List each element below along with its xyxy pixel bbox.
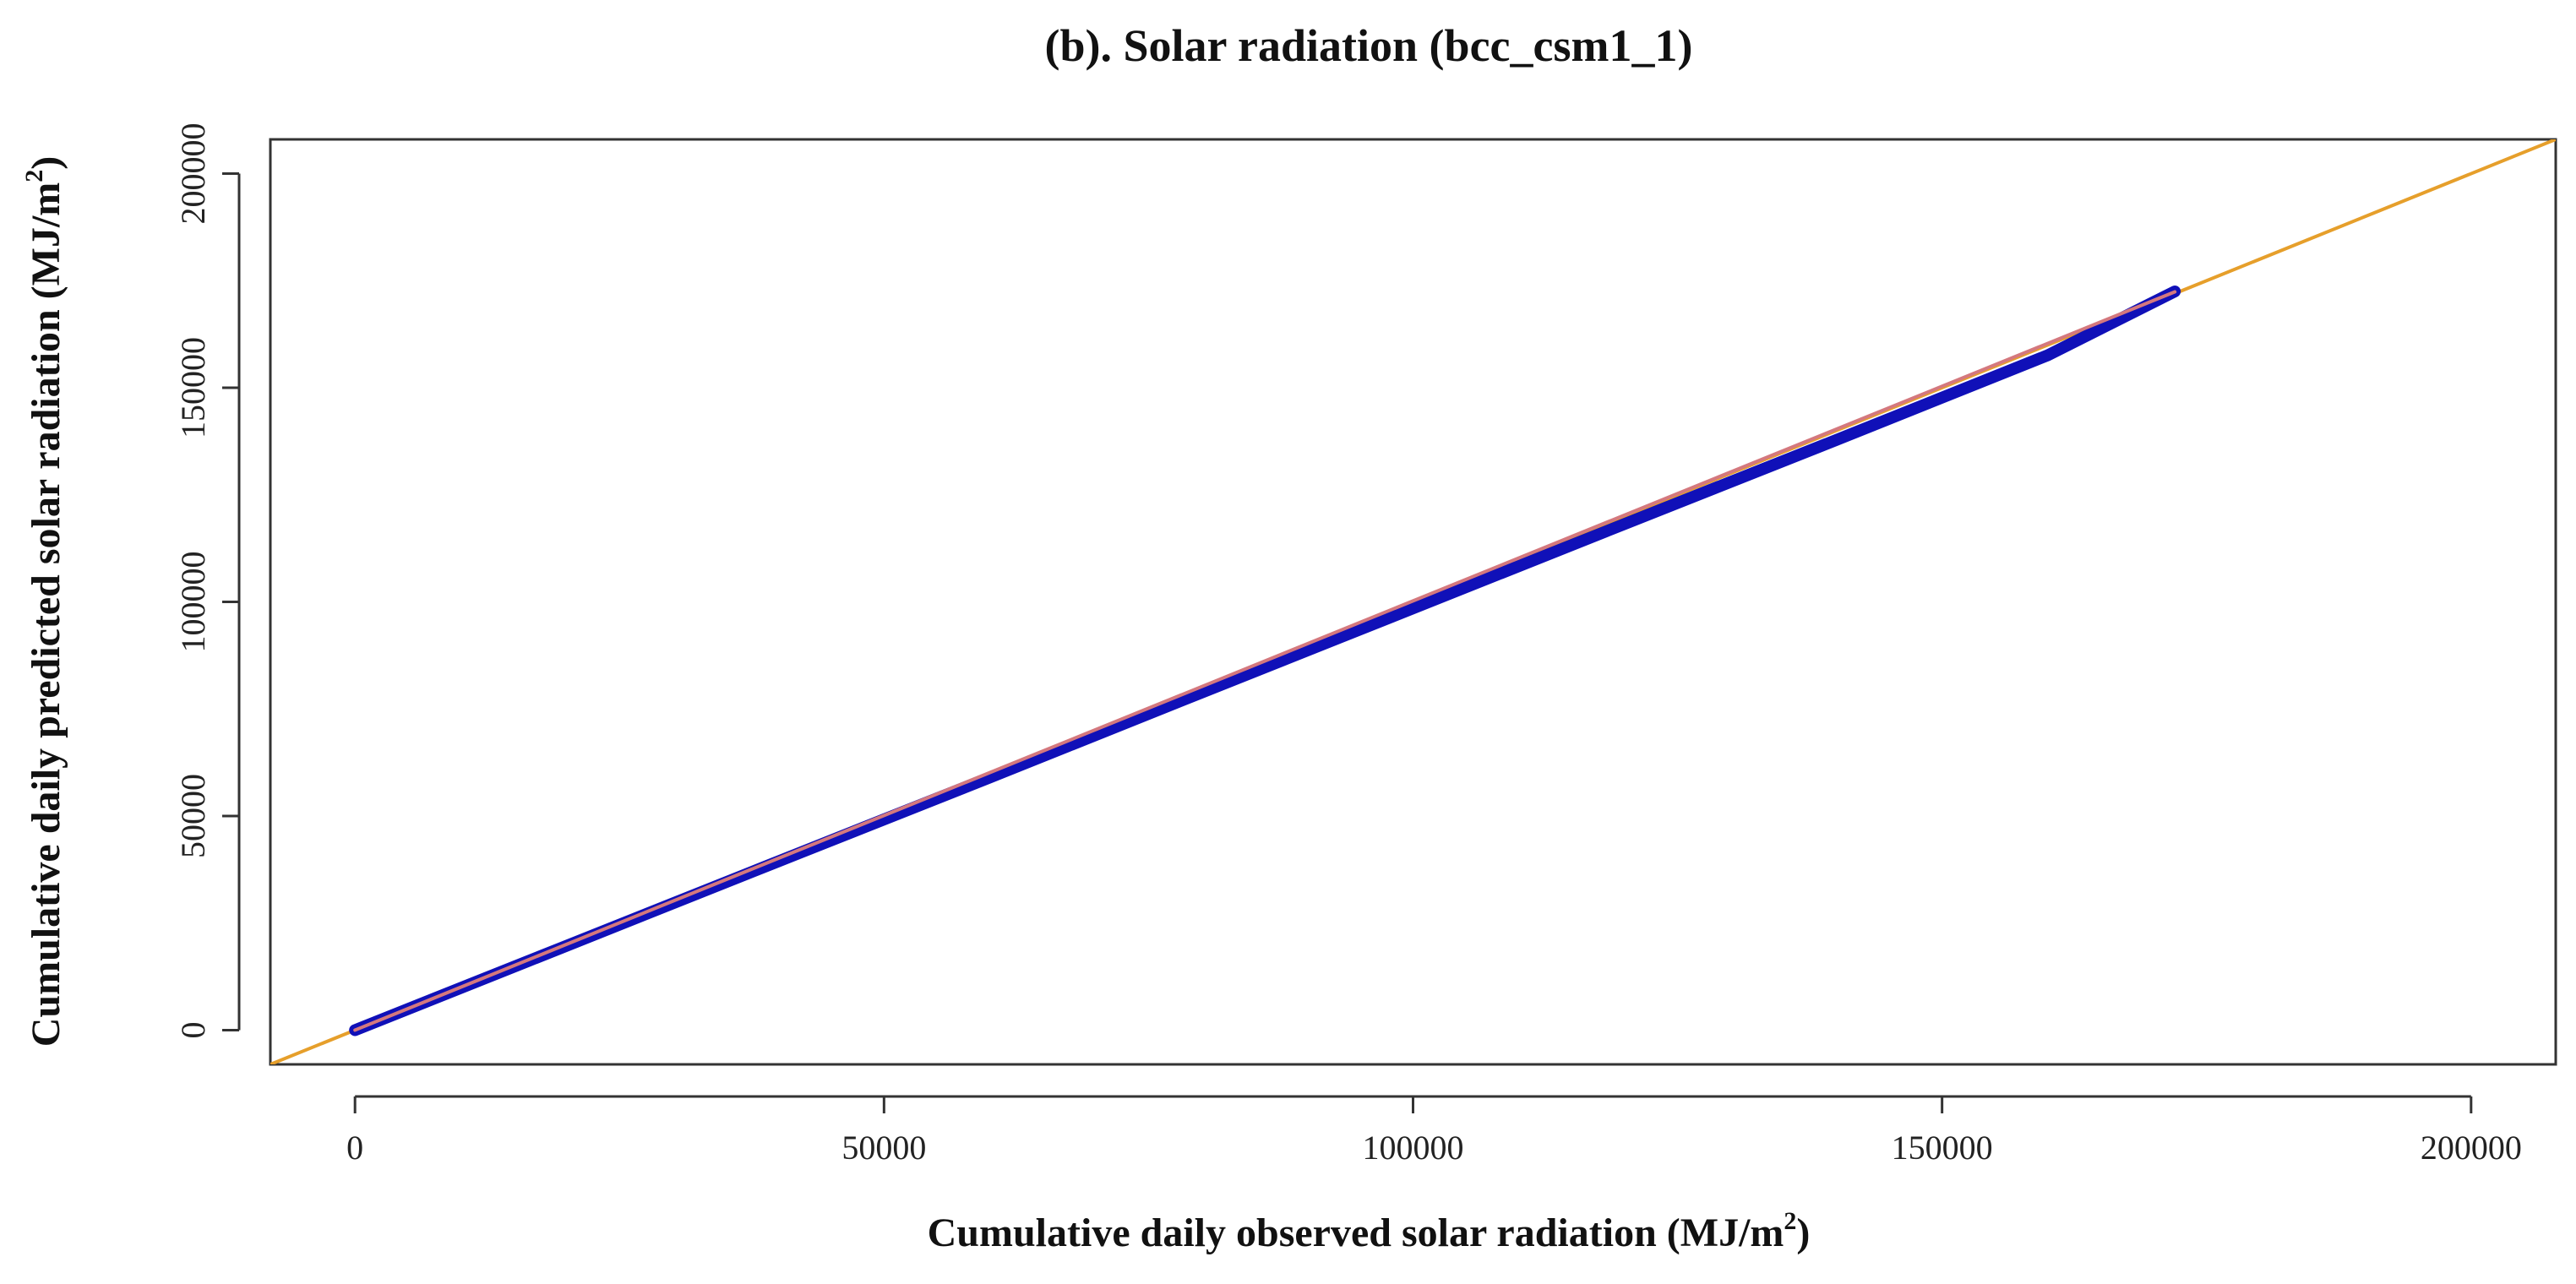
x-tick-label: 100000 <box>1363 1129 1464 1167</box>
y-axis-title: Cumulative daily predicted solar radiati… <box>20 156 68 1047</box>
fitted-line <box>353 290 2177 1032</box>
y-tick-label: 0 <box>174 1021 212 1038</box>
plot-area <box>270 139 2556 1064</box>
x-tick-label: 200000 <box>2421 1129 2522 1167</box>
y-tick-label: 50000 <box>174 774 212 858</box>
y-axis: 0 50000 100000 150000 200000 <box>174 123 241 1038</box>
x-tick-label: 50000 <box>841 1129 926 1167</box>
plot-frame <box>269 138 2557 1066</box>
x-axis-title: Cumulative daily observed solar radiatio… <box>928 1207 1811 1255</box>
x-axis: 0 50000 100000 150000 200000 <box>346 1095 2522 1167</box>
observed-vs-predicted-series <box>349 285 2181 1036</box>
y-tick-label: 150000 <box>174 337 212 438</box>
y-tick-label: 200000 <box>174 123 212 225</box>
x-tick-label: 150000 <box>1892 1129 1993 1167</box>
x-tick-label: 0 <box>346 1129 363 1167</box>
y-tick-label: 100000 <box>174 552 212 653</box>
chart-title: (b). Solar radiation (bcc_csm1_1) <box>1045 20 1693 71</box>
